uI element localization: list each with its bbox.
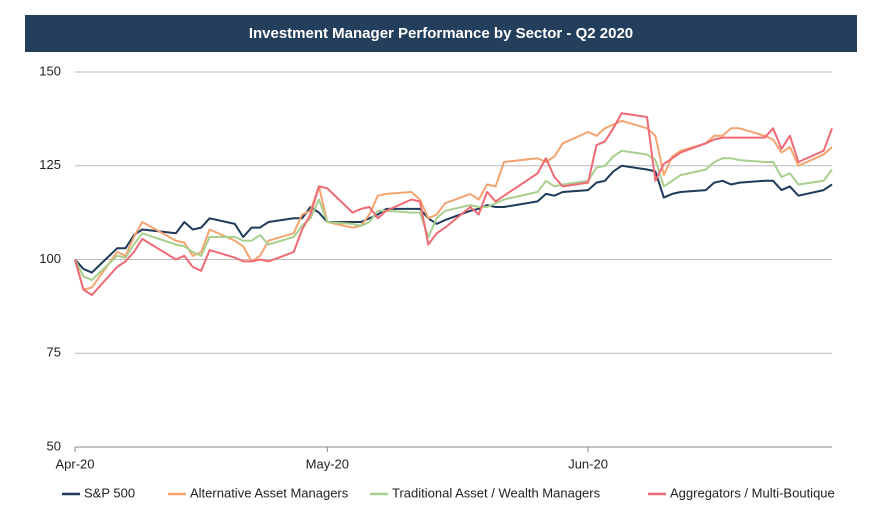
x-tick-label: Jun-20 [568, 456, 608, 471]
y-tick-label: 150 [39, 63, 61, 78]
chart-title: Investment Manager Performance by Sector… [249, 25, 633, 42]
x-tick-label: May-20 [306, 456, 349, 471]
y-tick-label: 75 [47, 345, 61, 360]
series-line [74, 149, 833, 282]
legend-label: Traditional Asset / Wealth Managers [392, 485, 601, 500]
legend-label: Alternative Asset Managers [190, 485, 349, 500]
legend-label: Aggregators / Multi-Boutique [670, 485, 835, 500]
series-line [74, 119, 833, 291]
x-tick-label: Apr-20 [55, 456, 94, 471]
series-line [74, 164, 833, 274]
title-bar [25, 15, 857, 52]
y-tick-label: 50 [47, 438, 61, 453]
y-tick-label: 100 [39, 251, 61, 266]
legend-label: S&P 500 [84, 485, 135, 500]
series-line [74, 112, 833, 297]
y-tick-label: 125 [39, 157, 61, 172]
